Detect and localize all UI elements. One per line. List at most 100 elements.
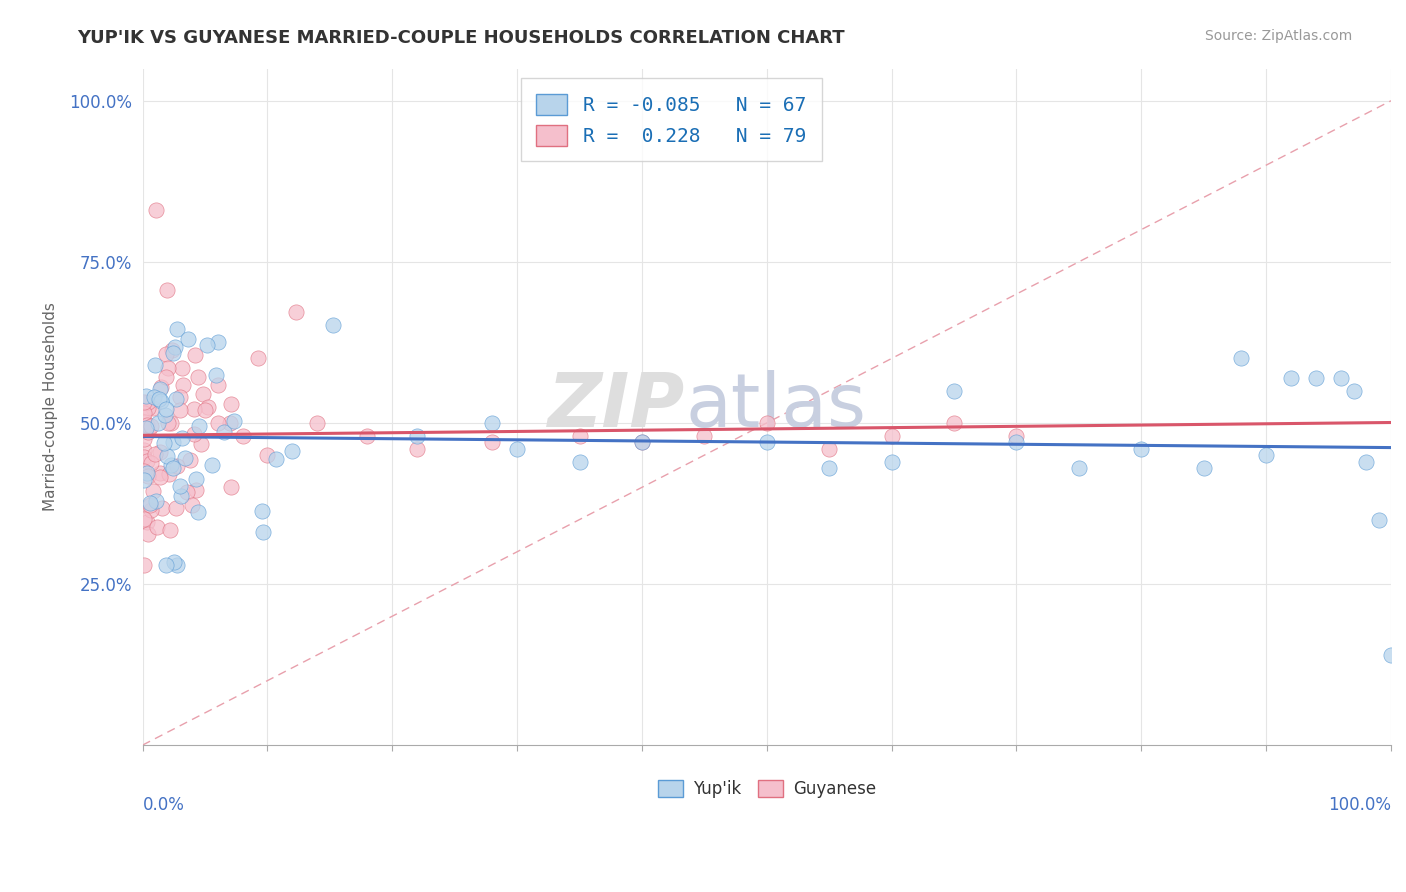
Point	[135, 389, 157, 403]
Point	[166, 322, 188, 336]
Point	[149, 466, 172, 480]
Point	[162, 460, 184, 475]
Point	[155, 449, 177, 463]
Point	[148, 417, 170, 431]
Point	[169, 478, 191, 492]
Point	[149, 444, 172, 458]
Point	[201, 458, 224, 473]
Point	[1355, 454, 1378, 468]
Point	[134, 415, 156, 429]
Point	[143, 358, 166, 372]
Point	[186, 483, 208, 498]
Point	[162, 434, 184, 449]
Point	[132, 395, 155, 409]
Point	[159, 523, 181, 537]
Point	[219, 397, 242, 411]
Point	[145, 519, 167, 533]
Point	[132, 442, 155, 457]
Point	[149, 380, 172, 394]
Point	[149, 469, 172, 483]
Point	[1330, 371, 1353, 385]
Point	[163, 555, 186, 569]
Point	[221, 480, 243, 494]
Point	[143, 447, 166, 461]
Point	[943, 416, 966, 430]
Point	[246, 351, 269, 366]
Point	[155, 409, 177, 423]
Point	[166, 558, 188, 572]
Point	[136, 468, 159, 483]
Point	[172, 361, 194, 376]
Point	[222, 414, 245, 428]
Point	[145, 203, 167, 218]
Point	[142, 483, 165, 498]
Point	[252, 504, 274, 518]
Point	[148, 392, 170, 407]
Point	[187, 370, 209, 384]
Point	[165, 392, 187, 407]
Text: Source: ZipAtlas.com: Source: ZipAtlas.com	[1205, 29, 1353, 43]
Point	[256, 448, 278, 462]
Point	[219, 416, 242, 430]
Point	[818, 442, 841, 456]
Point	[187, 505, 209, 519]
Point	[174, 450, 197, 465]
Point	[231, 429, 253, 443]
Point	[284, 305, 307, 319]
Text: 100.0%: 100.0%	[1329, 796, 1391, 814]
Point	[160, 416, 183, 430]
Point	[138, 401, 160, 416]
Point	[135, 466, 157, 480]
Point	[135, 420, 157, 434]
Point	[165, 340, 187, 354]
Point	[1256, 448, 1278, 462]
Point	[207, 335, 229, 350]
Point	[506, 442, 529, 456]
Point	[149, 382, 172, 396]
Text: YUP'IK VS GUYANESE MARRIED-COUPLE HOUSEHOLDS CORRELATION CHART: YUP'IK VS GUYANESE MARRIED-COUPLE HOUSEH…	[77, 29, 845, 46]
Y-axis label: Married-couple Households: Married-couple Households	[44, 302, 58, 511]
Text: ZIP: ZIP	[548, 370, 686, 443]
Text: atlas: atlas	[686, 370, 866, 443]
Point	[943, 384, 966, 398]
Point	[212, 425, 235, 439]
Point	[193, 387, 215, 401]
Point	[322, 318, 344, 332]
Point	[481, 416, 503, 430]
Point	[150, 500, 173, 515]
Point	[197, 401, 219, 415]
Point	[143, 390, 166, 404]
Point	[406, 429, 429, 443]
Point	[169, 391, 191, 405]
Point	[1343, 384, 1365, 398]
Point	[266, 451, 288, 466]
Point	[693, 429, 716, 443]
Point	[138, 425, 160, 439]
Point	[184, 348, 207, 362]
Point	[179, 452, 201, 467]
Point	[406, 442, 429, 456]
Point	[1279, 371, 1302, 385]
Point	[252, 525, 274, 540]
Point	[356, 429, 378, 443]
Point	[136, 395, 159, 409]
Point	[162, 345, 184, 359]
Point	[207, 416, 229, 430]
Point	[181, 498, 204, 512]
Point	[631, 435, 654, 450]
Point	[153, 435, 176, 450]
Point	[281, 443, 304, 458]
Point	[132, 558, 155, 572]
Point	[142, 401, 165, 416]
Point	[177, 332, 200, 346]
Point	[139, 496, 162, 510]
Point	[568, 429, 591, 443]
Point	[155, 558, 177, 572]
Point	[183, 426, 205, 441]
Point	[136, 515, 159, 529]
Point	[1067, 461, 1090, 475]
Point	[188, 419, 211, 434]
Point	[207, 378, 229, 392]
Point	[156, 284, 179, 298]
Point	[150, 393, 173, 408]
